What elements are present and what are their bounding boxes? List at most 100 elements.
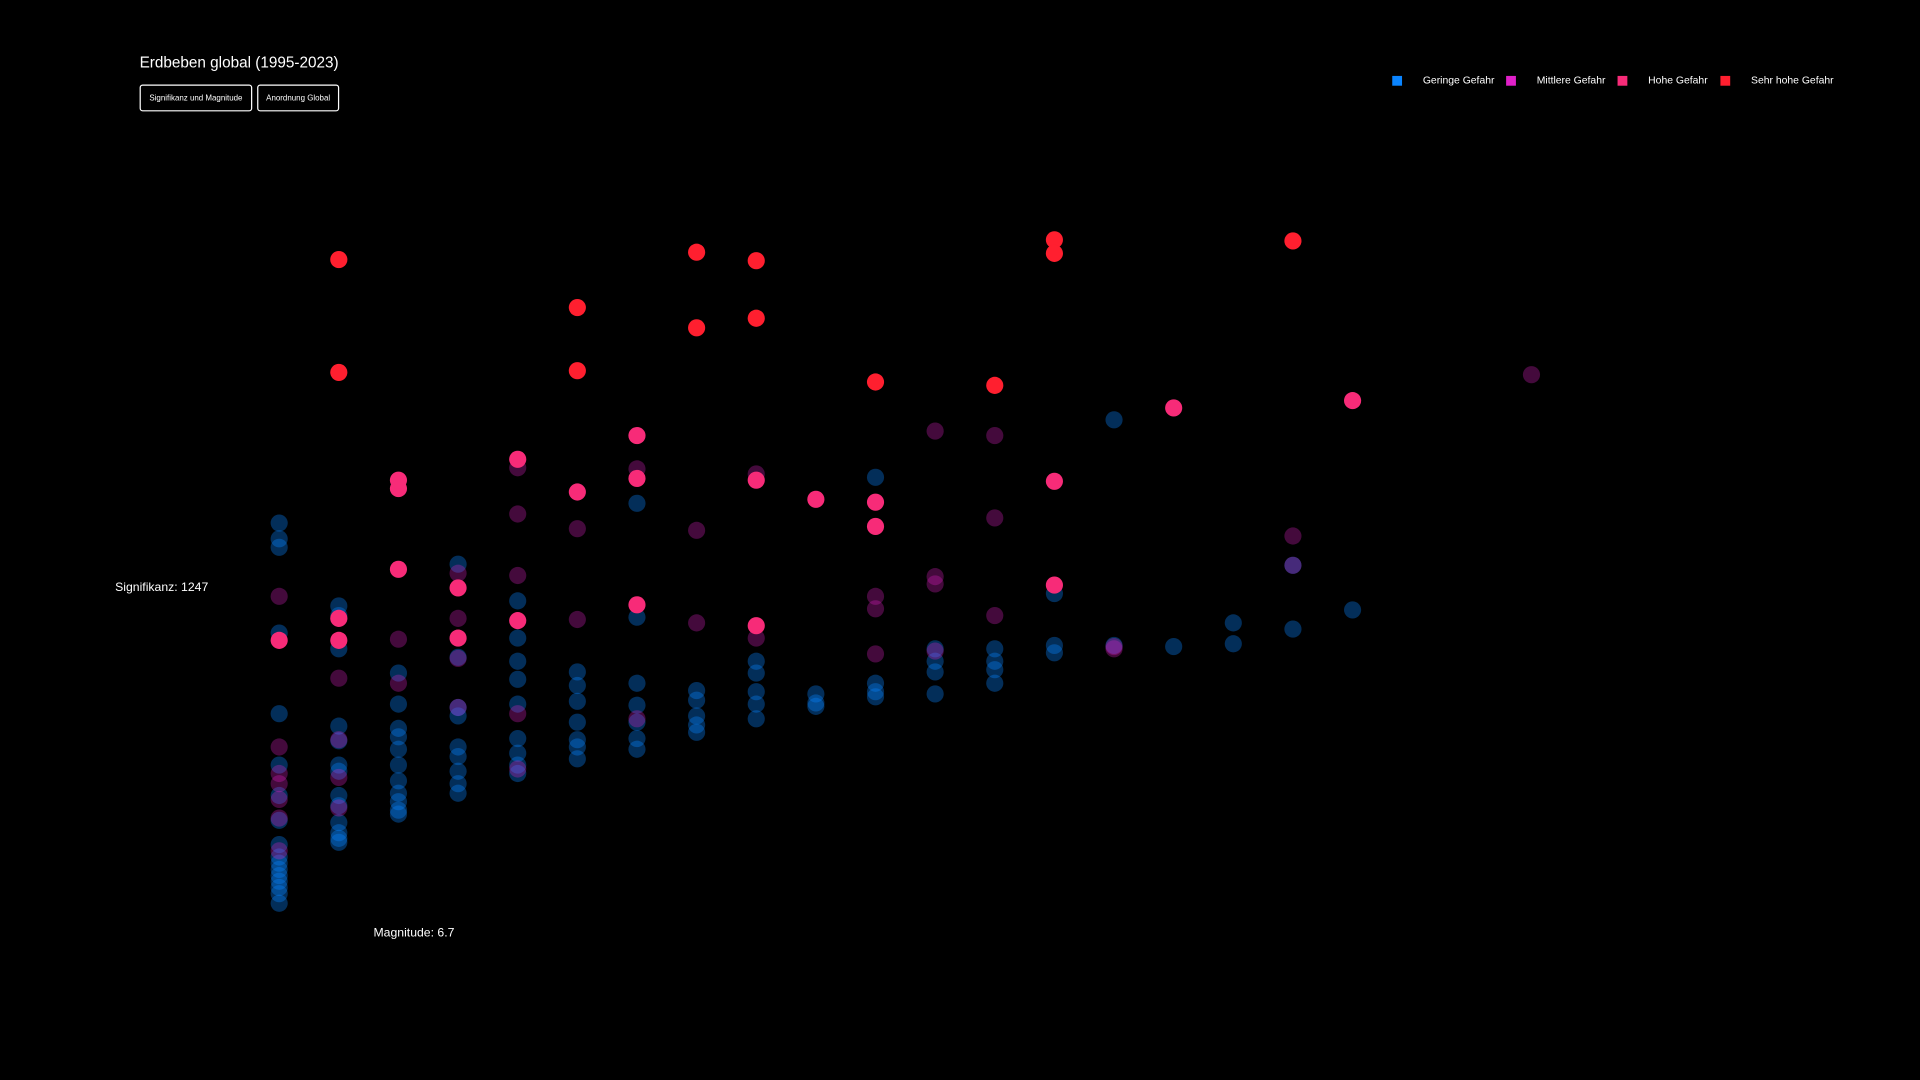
data-point <box>688 319 706 337</box>
data-point <box>926 575 944 593</box>
data-point <box>1522 366 1541 384</box>
data-point <box>509 629 527 647</box>
legend-item: Geringe Gefahr <box>1392 76 1495 87</box>
data-point <box>1344 601 1362 619</box>
data-point <box>986 509 1004 527</box>
data-point <box>509 705 527 723</box>
data-point <box>389 695 408 713</box>
data-point <box>747 652 765 670</box>
data-point <box>270 756 288 774</box>
data-point <box>509 756 527 774</box>
data-point <box>1284 620 1302 638</box>
data-point <box>330 762 348 780</box>
data-point <box>449 738 467 756</box>
data-point <box>270 790 288 809</box>
data-point <box>747 252 765 270</box>
data-point <box>568 676 586 695</box>
annotation: Magnitude: 6.7 <box>373 925 454 939</box>
data-point <box>330 717 348 735</box>
data-point <box>330 669 348 687</box>
legend-label: Sehr hohe Gefahr <box>1751 76 1834 87</box>
annotation: Signifikanz: 1247 <box>115 580 208 594</box>
button-label: Signifikanz und Magnitude <box>149 94 243 103</box>
data-point <box>389 728 408 746</box>
data-point <box>270 631 288 649</box>
data-point <box>926 568 944 586</box>
data-point <box>986 661 1004 679</box>
data-point <box>568 610 586 629</box>
data-point <box>568 738 586 756</box>
data-point <box>1224 614 1242 632</box>
data-point <box>389 756 408 774</box>
data-point <box>270 530 288 548</box>
legend-item: Mittlere Gefahr <box>1506 76 1606 87</box>
data-point <box>330 833 348 851</box>
data-point <box>926 652 944 670</box>
data-point <box>270 775 288 793</box>
data-point <box>1165 399 1183 417</box>
data-point <box>270 878 288 897</box>
data-point <box>688 682 706 700</box>
data-point <box>509 612 527 630</box>
data-point <box>509 592 527 610</box>
data-point <box>866 587 885 605</box>
data-point <box>866 373 885 391</box>
data-point <box>270 848 288 866</box>
data-point <box>688 614 706 632</box>
data-point <box>389 772 408 790</box>
data-point <box>449 609 467 627</box>
data-point <box>866 674 885 692</box>
data-point <box>747 695 765 713</box>
legend-swatch <box>1392 75 1403 86</box>
data-point <box>747 710 765 728</box>
data-point <box>866 468 885 486</box>
data-point <box>449 762 467 780</box>
data-point <box>688 723 706 741</box>
data-point <box>1045 472 1063 490</box>
data-point <box>330 824 348 842</box>
data-point <box>986 376 1004 394</box>
data-point <box>807 697 825 715</box>
data-point <box>628 494 646 512</box>
data-point <box>330 814 348 832</box>
data-point <box>449 707 467 725</box>
button[interactable]: Signifikanz und Magnitude <box>139 84 253 112</box>
legend-item: Sehr hohe Gefahr <box>1720 76 1834 87</box>
data-point <box>688 707 706 725</box>
data-point <box>270 786 288 805</box>
data-point <box>389 674 408 692</box>
data-point <box>330 251 348 269</box>
legend-swatch <box>1617 75 1628 86</box>
legend-label: Hohe Gefahr <box>1648 76 1708 87</box>
data-point <box>1105 411 1123 429</box>
data-point <box>270 538 288 556</box>
data-point <box>1045 244 1063 262</box>
data-point <box>449 648 467 666</box>
data-point <box>449 579 467 597</box>
data-point <box>926 642 944 660</box>
data-point <box>509 729 527 748</box>
data-point <box>330 829 348 847</box>
data-point <box>1165 638 1183 656</box>
data-point <box>568 663 586 681</box>
data-point <box>449 748 467 766</box>
button-label: Anordnung Global <box>266 94 330 103</box>
data-point <box>449 698 467 717</box>
data-point <box>986 606 1004 625</box>
button-frame <box>257 84 340 112</box>
button[interactable]: Anordnung Global <box>257 84 340 112</box>
data-point <box>688 521 706 539</box>
data-point <box>389 471 408 489</box>
data-point <box>1284 232 1302 250</box>
data-point <box>807 490 825 508</box>
button-frame <box>139 84 253 112</box>
data-point <box>389 801 408 819</box>
data-point <box>509 760 527 778</box>
data-point <box>449 629 467 647</box>
data-point <box>568 713 586 731</box>
data-point <box>270 587 288 605</box>
data-point <box>270 860 288 878</box>
data-point <box>449 555 467 573</box>
data-point <box>270 811 288 829</box>
